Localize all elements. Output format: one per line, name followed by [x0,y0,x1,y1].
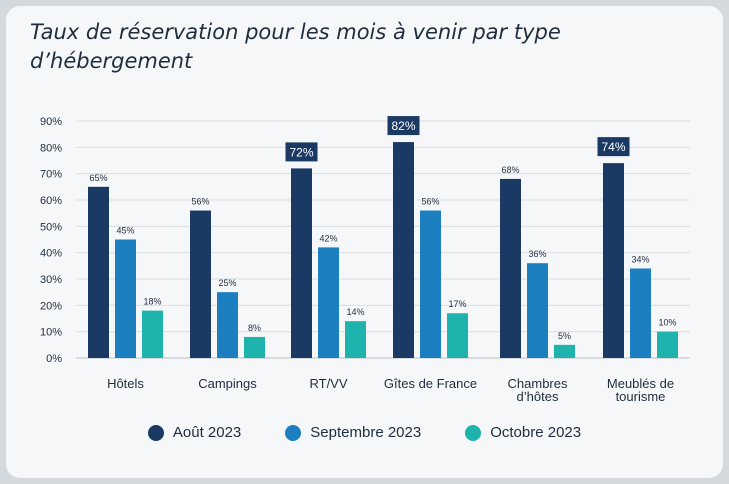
data-label: 10% [658,318,676,328]
data-label: 14% [346,307,364,317]
data-label: 56% [191,197,209,207]
legend-swatch-septembre [285,424,302,441]
y-tick-label: 10% [40,327,62,339]
y-tick-label: 60% [40,195,62,207]
data-label: 8% [248,323,261,333]
bar-aout [393,142,414,358]
y-tick-label: 40% [40,248,62,260]
data-label: 45% [116,226,134,236]
data-label: 74% [601,140,625,154]
legend-label-septembre: Septembre 2023 [310,424,422,441]
bar-septembre [318,247,339,358]
legend-item-septembre: Septembre 2023 [285,424,421,441]
data-label: 34% [631,254,649,264]
bar-aout [500,178,521,358]
legend-label-octobre: Octobre 2023 [490,424,582,441]
x-tick-label: Chambres d’hôtes [508,376,568,404]
bar-octobre [657,331,678,358]
bar-octobre [554,344,575,358]
bar-aout [190,210,211,358]
data-label: 5% [558,331,571,341]
data-label: 42% [319,233,337,243]
y-tick-label: 30% [40,274,62,286]
bar-aout [88,186,109,358]
x-tick-label: Hôtels [107,376,144,391]
bar-octobre [142,310,163,358]
data-label-badge [387,116,420,136]
data-label: 56% [421,197,439,207]
x-tick-label: Gîtes de France [384,376,477,391]
bar-aout [291,168,312,358]
y-tick-label: 20% [40,300,62,312]
x-tick-label: Meublés de tourisme [607,376,674,404]
y-tick-label: 50% [40,221,62,233]
bar-septembre [420,210,441,358]
x-tick-label: Campings [198,376,257,391]
chart-legend: Août 2023 Septembre 2023 Octobre 2023 [0,424,729,441]
y-tick-label: 70% [40,169,62,181]
legend-label-aout: Août 2023 [172,424,242,441]
data-label: 25% [218,278,236,288]
bar-septembre [217,292,238,358]
bar-septembre [115,239,136,358]
data-label: 17% [448,299,466,309]
legend-swatch-octobre [465,424,482,441]
bar-octobre [447,313,468,358]
y-tick-label: 90% [40,116,62,128]
data-label: 36% [528,249,546,259]
y-tick-label: 80% [40,142,62,154]
data-label: 68% [501,165,519,175]
legend-swatch-aout [147,424,164,441]
bar-octobre [345,321,366,358]
data-label-badge [285,142,318,162]
y-tick-label: 0% [46,353,62,365]
chart-title: Taux de réservation pour les mois à veni… [30,20,561,73]
data-label: 72% [289,145,313,159]
bar-aout [603,163,624,358]
bar-septembre [527,263,548,358]
data-label: 18% [143,297,161,307]
legend-item-octobre: Octobre 2023 [465,424,581,441]
bar-septembre [630,268,651,358]
data-label: 65% [89,173,107,183]
bar-octobre [244,336,265,358]
data-label-badge [597,137,630,157]
data-label: 82% [391,119,415,133]
x-tick-label: RT/VV [309,376,347,391]
legend-item-aout: Août 2023 [147,424,242,441]
